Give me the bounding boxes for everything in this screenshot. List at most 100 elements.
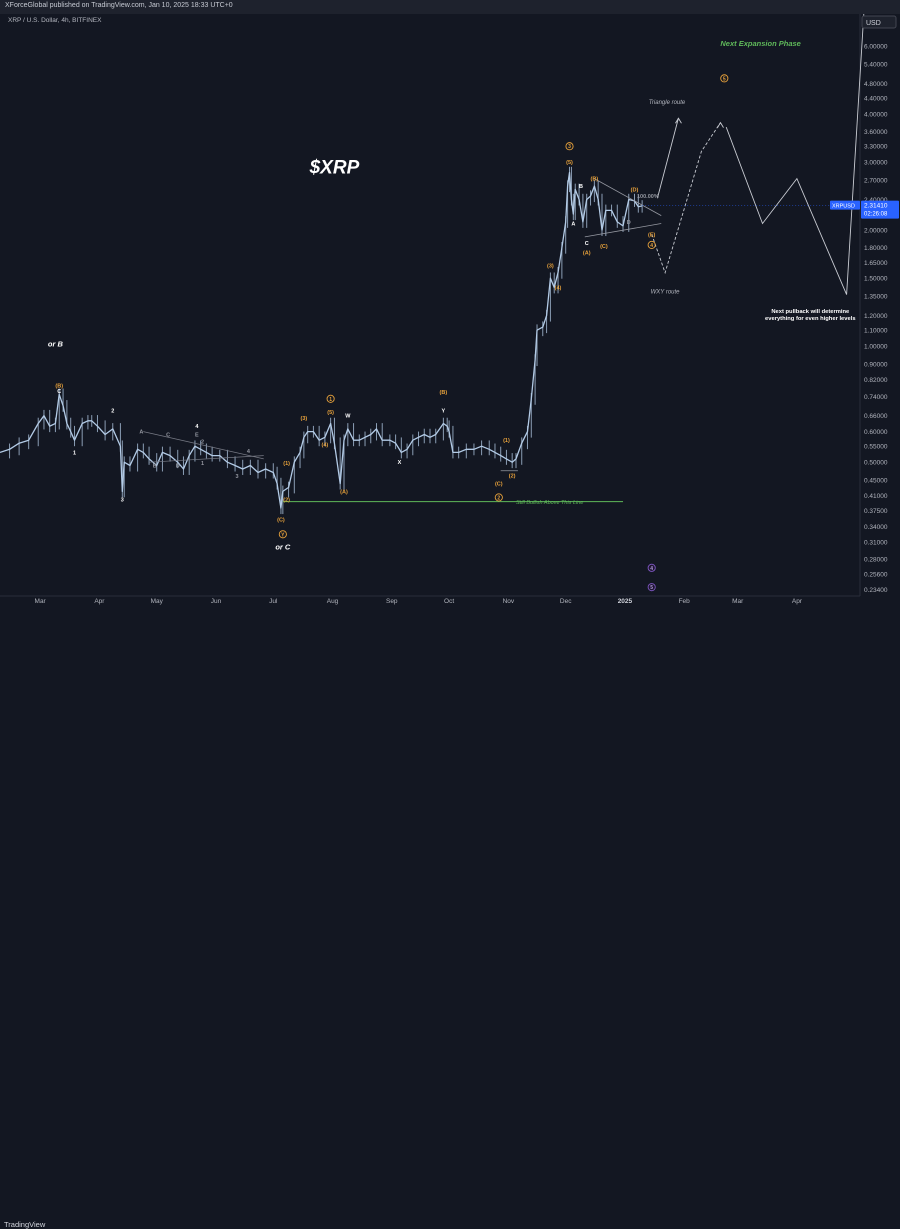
- publisher-bar: XForceGlobal published on TradingView.co…: [0, 0, 900, 14]
- wave-label: C: [585, 241, 589, 247]
- wave-label: (C): [495, 482, 503, 488]
- wave-label: (E): [648, 232, 656, 238]
- time-tick-label: Apr: [94, 598, 105, 605]
- wave-circle-label: 4: [650, 243, 653, 249]
- wave-label: (D): [631, 187, 639, 193]
- price-tick-label: 0.37500: [864, 508, 888, 515]
- price-tick-label: 4.40000: [864, 96, 888, 103]
- price-series: [0, 166, 643, 515]
- wxy-route-path: [651, 122, 721, 275]
- currency-label: USD: [866, 20, 881, 27]
- wave-label: (3): [300, 416, 307, 422]
- triangle-route-arrow: [675, 117, 682, 124]
- price-tick-label: 0.25600: [864, 572, 888, 579]
- price-tick-label: 5.40000: [864, 61, 888, 68]
- price-tick-label: 2.40000: [864, 197, 888, 204]
- price-tick-label: 3.30000: [864, 144, 888, 151]
- old-triangle-upper-line: [143, 431, 264, 460]
- triangle-route-path: [656, 118, 679, 199]
- wave-label: (5): [327, 410, 334, 416]
- time-tick-label: Nov: [503, 598, 515, 605]
- price-tick-label: 6.00000: [864, 44, 888, 51]
- wave-label: 2: [111, 409, 114, 415]
- time-tick-label: Oct: [444, 598, 454, 605]
- price-tick-label: 0.90000: [864, 361, 888, 368]
- price-tick-label: 0.34000: [864, 524, 888, 531]
- time-axis: Mar Apr May Jun Jul Aug Sep Oct Nov Dec 2025 Feb Mar…: [35, 598, 803, 605]
- chart-title: $XRP: [309, 158, 360, 179]
- wave-label: C: [57, 389, 61, 395]
- wave-circle-label: 1: [329, 397, 332, 403]
- symbol-legend[interactable]: XRP / U.S. Dollar, 4h, BITFINEX: [8, 17, 102, 24]
- tradingview-logo[interactable]: TradingView: [4, 1220, 46, 1229]
- price-tick-label: 0.60000: [864, 429, 888, 436]
- pullback-note-line: everything for even higher levels: [765, 316, 856, 322]
- wave-label: (C): [277, 518, 285, 524]
- wave-circle-label-ring: [278, 530, 287, 539]
- price-tick-label: 1.10000: [864, 328, 888, 335]
- next-expansion-label: Next Expansion Phase: [720, 39, 800, 48]
- wave-label: (1): [503, 438, 510, 444]
- price-tick-label: 2.00000: [864, 228, 888, 235]
- wxy-route-label: WXY route: [651, 289, 681, 295]
- wave-label: (4): [322, 443, 329, 449]
- price-tick-label: 1.35000: [864, 293, 888, 300]
- price-tick-label: 0.28000: [864, 557, 888, 564]
- price-tick-label: 0.82000: [864, 377, 888, 384]
- price-tick-label: 1.20000: [864, 313, 888, 320]
- wave-circle-label-ring: [647, 240, 656, 249]
- price-badge: [861, 200, 899, 219]
- price-tick-label: 3.00000: [864, 160, 888, 167]
- wave-label: A: [571, 222, 575, 228]
- price-tick-label: 1.80000: [864, 245, 888, 252]
- price-tick-label: 1.50000: [864, 276, 888, 283]
- pullback-note-line: Next pullback will determine: [771, 309, 850, 315]
- price-tick-label: 4.00000: [864, 112, 888, 119]
- wave-label: or B: [48, 339, 64, 348]
- price-tick-label: 0.74000: [864, 394, 888, 401]
- triangle-lower-line: [584, 223, 662, 238]
- pullback-note: Next pullback will determine everything f…: [765, 309, 856, 322]
- next-expansion-path: [725, 13, 865, 295]
- time-tick-label: Mar: [35, 598, 47, 605]
- triangle-route-label: Triangle route: [649, 100, 686, 106]
- wave-label: (4): [555, 285, 562, 291]
- timeline-marker-ring: [647, 583, 656, 592]
- wave-label: B: [153, 464, 157, 470]
- price-tick-label: 1.65000: [864, 260, 888, 267]
- price-tick-label: 0.23400: [864, 587, 888, 594]
- wave-label: D: [627, 220, 631, 226]
- wave-circle-label: Y: [281, 532, 285, 538]
- wave-label: 2: [201, 439, 204, 445]
- wave-circle-label-ring: [494, 493, 503, 502]
- wave-label: 1: [201, 461, 204, 467]
- price-tick-label: 0.45000: [864, 477, 888, 484]
- timeline-marker-ring: [647, 563, 656, 572]
- wave-label: (2): [283, 498, 290, 504]
- price-chart[interactable]: Still Bullish Above This Line Triangle ro…: [0, 0, 900, 623]
- timeline-marker: 4: [650, 566, 653, 572]
- wave-label: (A): [340, 489, 348, 495]
- wave-label: C: [166, 432, 170, 438]
- wave-circle-label: 2: [497, 495, 500, 501]
- price-axis-bg: [860, 14, 900, 596]
- wave-circle-label: 5: [723, 76, 726, 82]
- wave-label: (A): [583, 250, 591, 256]
- wave-circle-label-ring: [565, 142, 574, 151]
- price-tick-label: 0.31000: [864, 540, 888, 547]
- wave-label: E: [195, 432, 199, 438]
- wave-label: (C): [600, 244, 608, 250]
- wave-label: 4: [247, 449, 251, 455]
- wave-label: 4: [195, 424, 199, 430]
- time-tick-label: 2025: [618, 598, 633, 605]
- wxy-route-arrow: [717, 121, 724, 128]
- price-tick-label: 1.00000: [864, 344, 888, 351]
- price-tick-label: 4.80000: [864, 81, 888, 88]
- price-tick-label: 2.70000: [864, 177, 888, 184]
- footer-bar: TradingView: [0, 609, 900, 1229]
- wave-label: (1): [283, 461, 290, 467]
- wave-label: D: [176, 464, 180, 470]
- price-tick-label: 0.55000: [864, 444, 888, 451]
- time-tick-label: Dec: [560, 598, 572, 605]
